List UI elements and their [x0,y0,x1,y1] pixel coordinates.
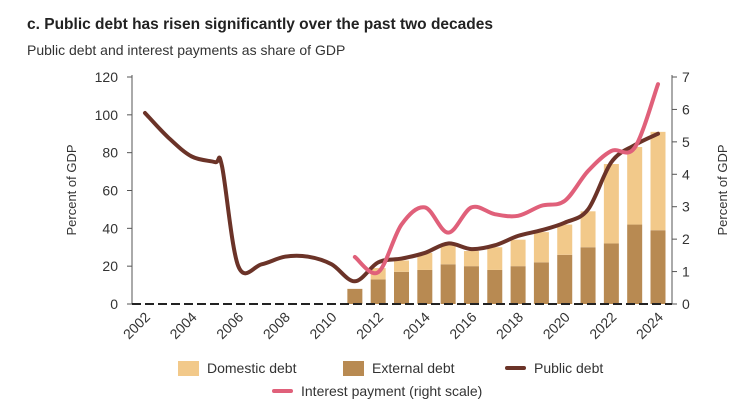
bar-external-debt [580,247,596,304]
x-tick-label: 2014 [400,309,433,342]
x-tick-label: 2020 [540,309,573,342]
legend-item-interest: Interest payment (right scale) [272,383,482,399]
legend-label-domestic: Domestic debt [207,360,297,376]
line-interest-payment [352,82,660,276]
bar-domestic-debt [603,164,619,244]
interest-line-swatch [272,389,293,393]
x-tick-label: 2016 [446,309,479,342]
bar-domestic-debt [580,211,596,248]
bar-external-debt [603,243,619,304]
legend-label-interest: Interest payment (right scale) [301,383,483,399]
bar-external-debt [627,224,643,304]
y-tick-label-right: 1 [682,264,690,280]
bar-domestic-debt [510,239,526,267]
bar-domestic-debt [627,146,643,225]
bar-domestic-debt [650,131,666,231]
y-tick-label-left: 120 [95,69,119,85]
bar-domestic-debt [557,224,573,255]
x-tick-label: 2004 [166,309,199,342]
bar-domestic-debt [417,252,433,270]
y-tick-label-right: 2 [682,231,690,247]
y-axis-label-left: Percent of GDP [64,144,79,235]
bar-domestic-debt [487,247,503,270]
legend-label-external: External debt [372,360,455,376]
bar-external-debt [440,264,456,304]
bar-domestic-debt [440,245,456,265]
chart-plot: 0 20 40 60 80 100 120 0 1 2 3 4 5 6 7 2002 2004 2006 2008 2… [64,69,730,342]
y-tick-label-right: 6 [682,101,690,117]
x-tick-label: 2010 [306,309,339,342]
domestic-swatch [178,360,199,376]
bar-domestic-debt [463,251,479,267]
legend-item-public: Public debt [505,360,603,376]
external-swatch [343,360,364,376]
bar-external-debt [510,266,526,304]
legend-item-domestic: Domestic debt [178,360,296,376]
bar-external-debt [463,266,479,304]
bar-external-debt [417,269,433,304]
chart-subtitle: Public debt and interest payments as sha… [27,42,346,58]
legend-label-public: Public debt [534,360,604,376]
bar-external-debt [650,230,666,304]
y-tick-label-left: 40 [102,220,118,236]
legend-item-external: External debt [343,360,455,376]
y-tick-label-right: 7 [682,69,690,85]
x-tick-label: 2006 [213,309,246,342]
y-axis-label-right: Percent of GDP [715,144,730,235]
y-tick-label-right: 0 [682,296,690,312]
y-tick-label-left: 0 [110,296,118,312]
public-line-swatch [505,366,526,370]
bar-external-debt [370,279,386,304]
y-tick-label-left: 20 [102,258,118,274]
bar-domestic-debt [533,232,549,263]
y-tick-label-right: 5 [682,134,690,150]
x-tick-label: 2008 [260,309,293,342]
x-tick-label: 2002 [120,309,153,342]
x-tick-label: 2024 [633,309,666,342]
bar-external-debt [347,288,363,304]
y-tick-label-left: 100 [95,107,119,123]
chart-title: c. Public debt has risen significantly o… [27,16,493,33]
bar-external-debt [487,269,503,304]
x-tick-label: 2018 [493,309,526,342]
bar-external-debt [533,262,549,304]
y-tick-label-right: 3 [682,199,690,215]
y-tick-label-right: 4 [682,166,690,182]
y-tick-label-left: 80 [102,145,118,161]
bar-domestic-debt [394,260,409,272]
x-tick-label: 2012 [353,309,386,342]
x-tick-label: 2022 [586,309,619,342]
bar-external-debt [557,254,573,304]
y-tick-label-left: 60 [102,183,118,199]
bar-external-debt [394,271,409,304]
